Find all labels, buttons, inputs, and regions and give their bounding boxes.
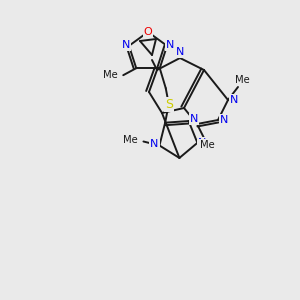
Text: N: N [166, 40, 174, 50]
Text: N: N [230, 95, 238, 105]
Text: S: S [165, 98, 173, 111]
Text: N: N [122, 40, 130, 50]
Text: Me: Me [235, 75, 249, 85]
Text: Me: Me [200, 140, 214, 150]
Text: Me: Me [123, 136, 137, 146]
Text: N: N [150, 140, 159, 149]
Text: N: N [220, 115, 228, 125]
Text: Me: Me [103, 70, 118, 80]
Text: N: N [189, 114, 198, 124]
Text: N: N [198, 138, 207, 148]
Text: N: N [176, 47, 184, 57]
Text: O: O [144, 27, 152, 37]
